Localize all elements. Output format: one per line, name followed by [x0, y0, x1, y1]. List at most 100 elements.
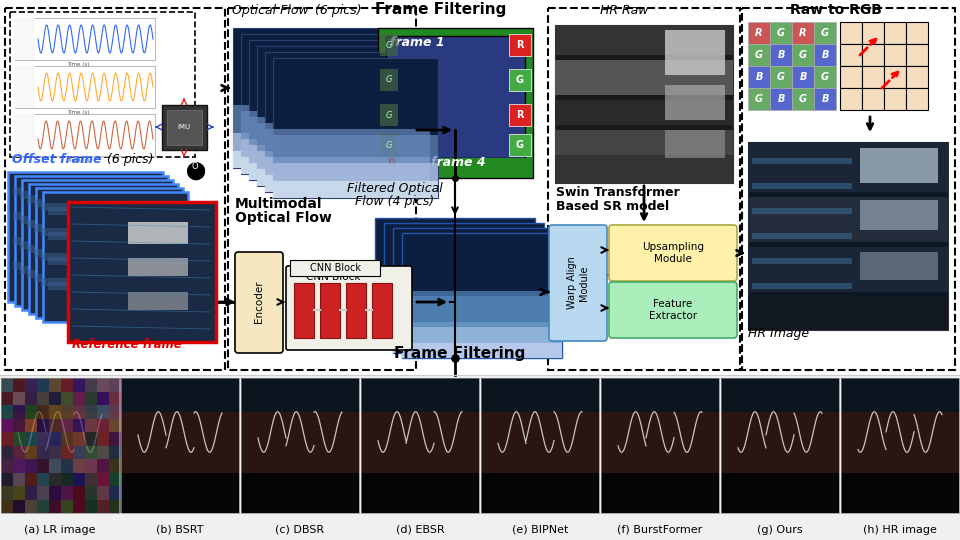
Text: G: G [799, 50, 807, 60]
Bar [860, 148, 938, 183]
Bar [37, 472, 49, 486]
Bar [25, 392, 37, 405]
Bar [273, 181, 438, 198]
Bar [402, 295, 562, 358]
Bar [73, 378, 85, 392]
Bar [665, 130, 725, 158]
Bar [862, 22, 884, 44]
Bar [509, 34, 531, 56]
Bar [770, 22, 792, 44]
Bar [25, 472, 37, 486]
Bar [13, 432, 25, 445]
Bar [748, 88, 770, 110]
Bar [43, 192, 188, 322]
Text: B: B [756, 72, 762, 82]
Bar [15, 176, 168, 306]
Bar [840, 88, 862, 110]
Bar [241, 378, 359, 411]
Bar [665, 85, 725, 120]
Bar [361, 472, 479, 513]
Bar [41, 278, 178, 286]
Text: Encoder: Encoder [254, 281, 264, 323]
Bar [378, 28, 533, 178]
Bar [752, 233, 852, 239]
Bar [398, 158, 529, 174]
Text: R: R [800, 28, 806, 38]
Bar [884, 22, 906, 44]
Bar [15, 66, 155, 108]
Bar [752, 283, 852, 289]
Bar [109, 378, 121, 392]
Bar [384, 317, 544, 348]
Bar [906, 22, 928, 44]
FancyBboxPatch shape [609, 225, 737, 281]
Bar [860, 252, 938, 280]
Bar [97, 486, 109, 500]
Bar [73, 392, 85, 405]
Bar [257, 151, 422, 186]
Bar [41, 253, 178, 261]
Bar [121, 472, 239, 513]
Bar [375, 312, 535, 343]
Bar [85, 446, 97, 459]
Bar [241, 472, 359, 513]
Bar [748, 142, 948, 330]
Text: G: G [386, 140, 393, 150]
Text: G: G [799, 94, 807, 104]
Bar [814, 22, 836, 44]
Bar [13, 237, 158, 245]
Bar [41, 228, 178, 236]
Text: frame 1: frame 1 [390, 36, 444, 49]
Bar [748, 197, 948, 242]
Bar [792, 44, 814, 66]
Text: Time (s): Time (s) [67, 110, 89, 115]
Text: IMU: IMU [178, 124, 191, 130]
Bar [37, 432, 49, 445]
Bar [884, 88, 906, 110]
Bar [273, 58, 438, 198]
Bar [257, 123, 422, 186]
Text: (h) HR image: (h) HR image [863, 525, 937, 535]
Bar [375, 218, 535, 343]
Bar [884, 44, 906, 66]
Bar [15, 18, 35, 60]
Text: G: G [821, 28, 829, 38]
Bar [555, 100, 733, 125]
Bar [1, 378, 119, 411]
Bar [380, 34, 398, 56]
Bar [27, 270, 168, 278]
Text: (6 pics): (6 pics) [311, 4, 362, 17]
Text: CNN Block: CNN Block [309, 263, 361, 273]
Text: R: R [516, 40, 524, 50]
Bar [68, 202, 216, 342]
Bar [792, 66, 814, 88]
Bar [97, 405, 109, 418]
Bar [721, 378, 839, 411]
Text: (e) BIPNet: (e) BIPNet [512, 525, 568, 535]
Bar [13, 212, 158, 220]
Bar [97, 392, 109, 405]
Bar [61, 432, 73, 445]
Bar [121, 378, 239, 513]
Bar [249, 145, 414, 180]
Bar [20, 266, 163, 274]
Bar [49, 405, 61, 418]
Bar [20, 216, 163, 224]
Bar [481, 378, 599, 513]
Bar [25, 459, 37, 472]
Text: G: G [516, 140, 524, 150]
Bar [109, 500, 121, 513]
Bar [862, 66, 884, 88]
Bar [748, 66, 770, 88]
Bar [372, 283, 392, 338]
Text: G: G [777, 72, 785, 82]
Text: (b) BSRT: (b) BSRT [156, 525, 204, 535]
Bar [241, 157, 406, 174]
Bar [884, 66, 906, 88]
Bar [97, 500, 109, 513]
Bar [13, 405, 25, 418]
Bar [25, 432, 37, 445]
Bar [49, 446, 61, 459]
Bar [61, 446, 73, 459]
Bar [13, 472, 25, 486]
